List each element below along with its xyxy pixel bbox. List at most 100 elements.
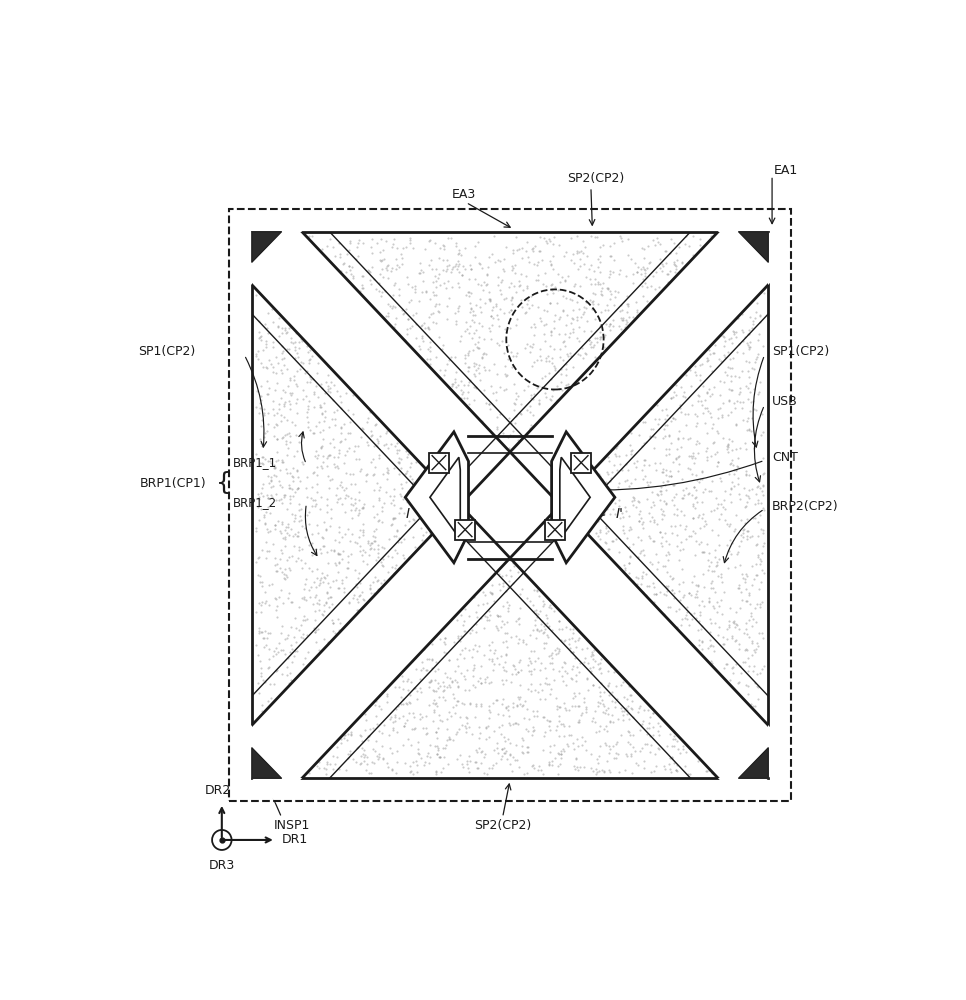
Point	[367, 401, 383, 417]
Point	[430, 372, 445, 388]
Point	[418, 510, 434, 526]
Point	[465, 521, 480, 537]
Point	[724, 264, 740, 280]
Point	[483, 462, 498, 478]
Point	[385, 714, 401, 730]
Point	[450, 509, 466, 525]
Point	[426, 683, 441, 699]
Point	[583, 451, 599, 467]
Point	[376, 580, 391, 596]
Point	[417, 241, 433, 257]
Point	[282, 738, 298, 754]
Point	[455, 436, 470, 452]
Point	[745, 633, 760, 649]
Point	[538, 635, 554, 651]
Point	[588, 525, 604, 541]
Point	[554, 505, 569, 521]
Point	[534, 252, 550, 268]
Point	[277, 427, 293, 443]
Point	[620, 296, 636, 312]
Point	[448, 410, 464, 426]
Point	[687, 725, 702, 741]
Point	[440, 565, 456, 581]
Point	[409, 409, 424, 425]
Point	[526, 760, 541, 776]
Point	[728, 656, 744, 672]
Point	[261, 524, 276, 540]
Point	[576, 306, 591, 322]
Point	[613, 297, 629, 313]
Point	[689, 494, 704, 510]
Point	[258, 637, 273, 653]
Point	[603, 658, 618, 674]
Point	[297, 608, 312, 624]
Point	[519, 701, 534, 717]
Point	[747, 310, 762, 326]
Point	[666, 344, 681, 360]
Point	[596, 764, 611, 780]
Point	[342, 414, 357, 430]
Point	[270, 355, 286, 371]
Point	[469, 526, 485, 542]
Point	[496, 707, 511, 723]
Point	[744, 360, 759, 376]
Point	[579, 701, 594, 717]
Point	[533, 616, 549, 632]
Point	[471, 719, 487, 735]
Point	[282, 307, 298, 323]
Point	[360, 316, 376, 332]
Point	[647, 281, 663, 297]
Point	[433, 277, 448, 293]
Point	[431, 449, 446, 465]
Point	[428, 738, 443, 754]
Point	[611, 544, 626, 560]
Point	[455, 416, 470, 432]
Point	[449, 540, 465, 556]
Point	[327, 705, 342, 721]
Point	[424, 306, 440, 322]
Point	[570, 762, 585, 778]
Point	[705, 228, 721, 244]
Point	[668, 659, 684, 675]
Point	[656, 558, 671, 574]
Point	[704, 765, 720, 781]
Point	[509, 628, 525, 644]
Point	[499, 614, 515, 630]
Point	[377, 437, 392, 453]
Point	[327, 542, 342, 558]
Point	[391, 326, 407, 342]
Point	[360, 732, 376, 748]
Point	[545, 355, 560, 371]
Point	[500, 351, 516, 367]
Point	[638, 597, 653, 613]
Point	[554, 668, 570, 684]
Point	[620, 698, 636, 714]
Point	[543, 324, 558, 340]
Point	[400, 372, 415, 388]
Point	[550, 295, 565, 311]
Point	[660, 644, 675, 660]
Point	[653, 483, 668, 499]
Point	[535, 598, 551, 614]
Point	[453, 747, 469, 763]
Point	[501, 573, 517, 589]
Point	[662, 315, 677, 331]
Point	[585, 571, 601, 587]
Point	[690, 433, 705, 449]
Point	[675, 738, 691, 754]
Point	[485, 299, 500, 315]
Point	[395, 708, 411, 724]
Point	[502, 503, 518, 519]
Point	[653, 377, 668, 393]
Point	[429, 695, 444, 711]
Point	[673, 379, 689, 395]
Point	[728, 266, 744, 282]
Point	[339, 631, 355, 647]
Point	[379, 641, 394, 657]
Point	[319, 450, 334, 466]
Point	[402, 373, 417, 389]
Point	[400, 673, 415, 689]
Point	[403, 763, 418, 779]
Point	[712, 755, 727, 771]
Point	[753, 556, 768, 572]
